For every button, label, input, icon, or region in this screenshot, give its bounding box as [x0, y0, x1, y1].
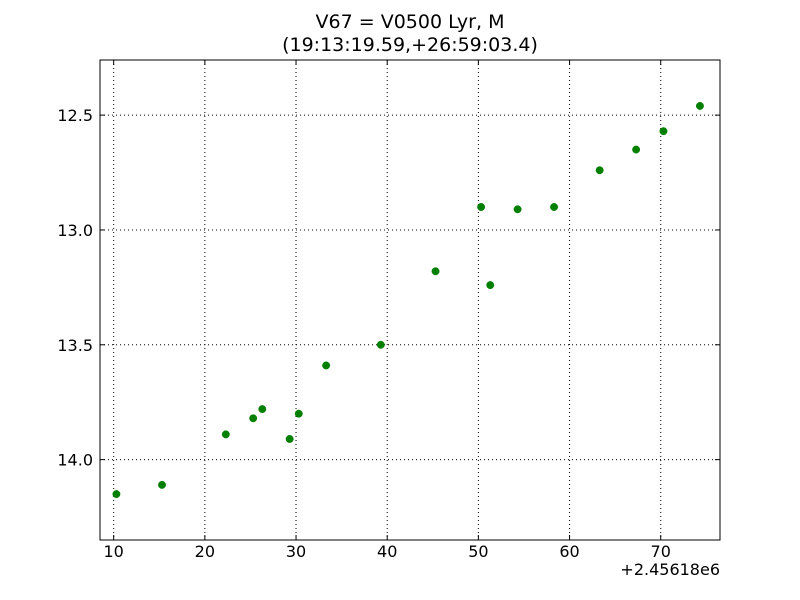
- data-point: [595, 166, 604, 175]
- data-point: [322, 361, 331, 370]
- data-point: [249, 414, 258, 423]
- data-points: [112, 101, 704, 499]
- x-tick-label: 30: [286, 542, 306, 561]
- data-point: [431, 267, 440, 276]
- x-tick-label: 60: [559, 542, 579, 561]
- data-point: [695, 101, 704, 110]
- x-tick-label: 50: [468, 542, 488, 561]
- data-point: [258, 405, 267, 414]
- data-point: [486, 281, 495, 290]
- data-point: [550, 203, 559, 211]
- data-point: [477, 203, 486, 211]
- data-point: [376, 340, 385, 349]
- grid-lines: [100, 60, 720, 540]
- y-tick-label: 13.5: [57, 336, 93, 355]
- data-point: [632, 145, 641, 154]
- y-tick-label: 14.0: [57, 451, 93, 470]
- y-tick-label: 12.5: [57, 106, 93, 125]
- x-tick-label: 20: [195, 542, 215, 561]
- x-offset-label: +2.45618e6: [620, 560, 720, 579]
- chart-subtitle: (19:13:19.59,+26:59:03.4): [282, 34, 538, 56]
- x-tick-label: 10: [103, 542, 123, 561]
- chart-title: V67 = V0500 Lyr, M: [315, 11, 505, 33]
- data-point: [294, 409, 303, 418]
- data-point: [513, 205, 522, 214]
- data-point: [112, 490, 121, 499]
- data-point: [221, 430, 230, 439]
- data-point: [285, 434, 294, 443]
- x-tick-label: 70: [651, 542, 671, 561]
- y-tick-label: 13.0: [57, 221, 93, 240]
- plot-frame: [99, 59, 721, 541]
- axis-ticks: 10 20 30 40 50 60 70 12.5 13.0 13.5 14.0: [57, 60, 720, 561]
- data-point: [659, 127, 668, 136]
- data-point: [158, 480, 166, 489]
- x-tick-label: 40: [377, 542, 397, 561]
